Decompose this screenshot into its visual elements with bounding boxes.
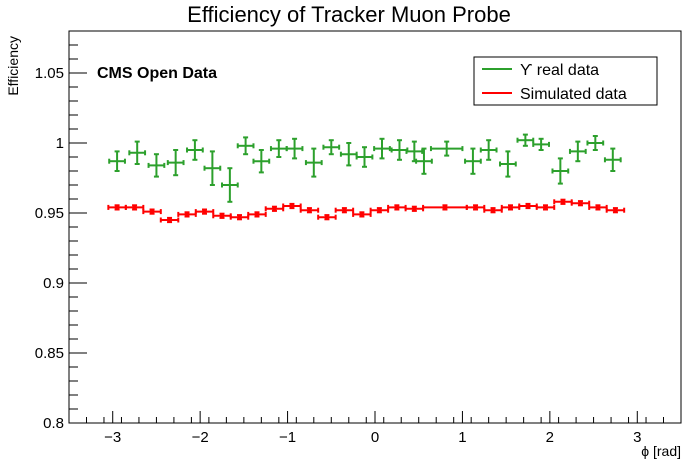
point-marker [342,208,347,213]
x-tick-label: 0 [371,429,379,446]
x-axis-title: ϕ [rad] [641,443,681,459]
data-point [499,150,517,178]
point-marker [220,213,224,218]
data-point [282,202,302,210]
data-point [516,133,535,147]
data-point [236,136,255,156]
legend: ϒ real data Simulated data [473,56,658,106]
x-tick-label: −3 [104,429,121,446]
point-marker [543,205,548,210]
data-point [373,137,391,160]
y-tick-label: 1.05 [35,65,64,82]
y-axis-title: Efficiency [5,36,21,96]
data-point [479,139,498,161]
data-point [532,137,550,151]
chart-title: Efficiency of Tracker Muon Probe [187,2,511,27]
x-tick-label: −1 [279,429,296,446]
point-marker [508,205,513,210]
legend-entry: ϒ real data [520,62,599,79]
point-marker [394,205,399,210]
point-marker [578,201,583,206]
data-point [369,207,390,214]
data-point [147,153,166,178]
data-point [415,147,433,175]
y-tick-label: 0.95 [35,205,64,222]
data-point [570,200,591,207]
data-point [304,147,323,178]
data-point [299,207,320,214]
data-point [568,140,587,163]
simulated-data-series [107,198,626,224]
legend-box [473,56,658,106]
data-point [551,157,570,185]
data-series [107,133,626,224]
data-point [177,211,197,218]
point-marker [289,204,294,208]
data-point [352,211,372,218]
point-marker [526,204,530,208]
data-point [429,140,464,157]
cms-open-data-label: CMS Open Data [97,65,217,82]
point-marker [473,205,478,210]
data-point [186,139,204,161]
y-tick-label: 0.9 [43,275,64,292]
x-tick-label: −2 [192,429,209,446]
data-point [588,204,608,211]
data-point [108,150,126,172]
point-marker [359,212,364,217]
axis-ticks: −3 −2 −1 0 1 2 3 0.8 0.85 0.9 0.95 1 1.05 [35,30,682,446]
point-marker [442,205,447,210]
data-point [285,137,304,160]
data-point [128,140,147,165]
x-tick-label: 2 [546,429,554,446]
point-marker [307,208,312,213]
point-marker [613,208,618,213]
data-point [142,208,162,215]
data-point [159,216,180,224]
point-marker [595,205,600,210]
data-point [194,208,215,215]
data-point [355,146,374,168]
point-marker [237,215,242,220]
data-point [203,150,222,186]
data-point [247,211,267,218]
data-point [317,214,337,221]
point-marker [491,208,496,213]
point-marker [132,205,137,210]
x-tick-label: 1 [458,429,466,446]
x-tick-label: 3 [633,429,641,446]
point-marker [412,206,417,211]
data-point [535,204,556,211]
data-point [603,147,622,172]
data-point [586,135,605,151]
point-marker [377,208,382,213]
point-marker [202,209,207,214]
data-point [387,204,407,211]
data-point [252,149,271,174]
data-point [605,207,626,214]
point-marker [115,205,120,210]
legend-entry: Simulated data [520,86,627,103]
point-marker [254,212,259,217]
data-point [553,198,573,205]
data-point [500,204,521,211]
point-marker [324,215,329,220]
point-marker [560,199,565,204]
point-marker [272,206,277,211]
data-point [166,149,185,177]
real-data-series [108,133,622,203]
data-point [334,207,355,214]
y-tick-label: 1 [56,135,64,152]
point-marker [150,209,155,214]
point-marker [185,212,190,217]
y-tick-label: 0.85 [35,345,64,362]
data-point [124,204,145,211]
data-point [464,147,482,175]
data-point [322,139,341,156]
data-point [221,167,239,203]
point-marker [167,218,172,222]
y-tick-label: 0.8 [43,415,64,432]
